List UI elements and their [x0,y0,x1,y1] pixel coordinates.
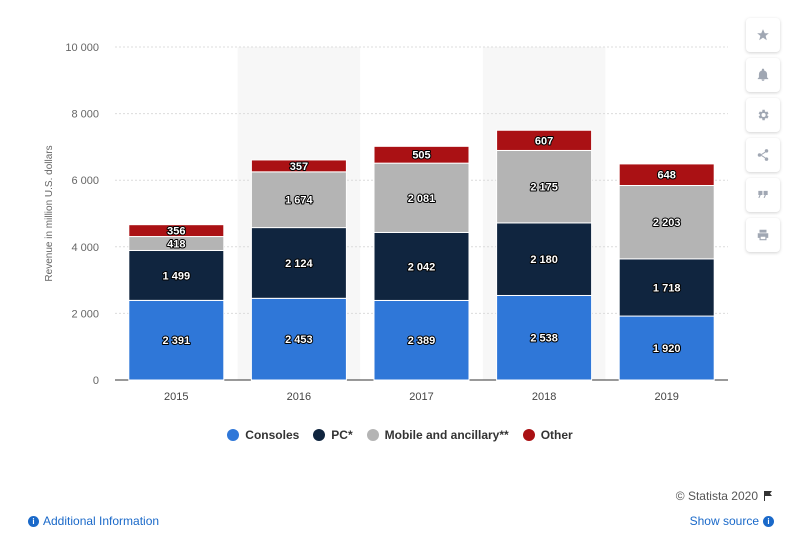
share-button[interactable] [746,138,780,172]
flag-icon [764,491,772,501]
data-label: 418 [167,239,185,251]
data-label: 1 499 [163,270,191,282]
additional-information-link[interactable]: i Additional Information [28,514,159,528]
y-tick-label: 8 000 [71,109,99,121]
favorite-button[interactable] [746,18,780,52]
bar-segment[interactable] [618,163,715,186]
y-tick-label: 2 000 [71,308,99,320]
bar-segment[interactable] [250,297,347,381]
x-tick-label: 2015 [164,391,188,403]
legend-dot-pc [313,429,326,441]
info-icon: i [28,515,39,527]
additional-information-label: Additional Information [43,514,160,528]
x-tick-label: 2017 [409,391,433,403]
share-icon [757,149,769,161]
data-label: 2 180 [530,254,558,266]
bar-segment[interactable] [373,231,470,301]
bar-segment[interactable] [373,162,470,233]
legend-label-mobile: Mobile and ancillary** [384,428,509,442]
data-label: 357 [290,161,308,173]
legend-dot-other [522,429,535,441]
y-tick-label: 0 [93,375,99,387]
data-label: 505 [412,150,430,162]
data-label: 2 042 [408,261,436,273]
x-tick-label: 2018 [532,391,556,403]
data-label: 1 920 [653,343,681,355]
legend-item-other[interactable]: Other [522,428,573,442]
stacked-bar-chart: 0 2 000 4 000 6 000 8 000 10 000 Revenue in mi… [44,42,728,403]
bar-segment[interactable] [128,249,225,301]
data-label: 2 538 [530,333,558,345]
bar-segment[interactable] [496,294,593,381]
data-label: 2 124 [285,258,313,270]
y-tick-label: 4 000 [71,242,99,254]
legend-item-pc[interactable]: PC* [313,428,353,442]
data-label: 2 389 [408,335,436,347]
y-tick-label: 10 000 [65,42,99,54]
data-label: 2 081 [408,193,436,205]
chart-legend: Consoles PC* Mobile and ancillary** Othe… [0,428,800,442]
cite-button[interactable] [746,178,780,212]
quote-icon [758,190,768,198]
data-label: 2 391 [163,335,191,347]
data-label: 648 [658,170,676,182]
data-label: 1 674 [285,195,313,207]
credit-text: © Statista 2020 [675,489,758,503]
data-label: 2 203 [653,217,681,229]
notification-button[interactable] [746,58,780,92]
bar-segment[interactable] [496,222,593,296]
gear-icon [758,109,769,121]
bar-segment[interactable] [618,258,715,317]
bar-segment[interactable] [128,224,225,238]
x-tick-label: 2016 [287,391,311,403]
data-label: 607 [535,135,553,147]
y-tick-label: 6 000 [71,175,99,187]
legend-dot-consoles [227,429,240,441]
legend-item-consoles[interactable]: Consoles [227,428,299,442]
bar-segment[interactable] [250,227,347,299]
bar-segment[interactable] [128,299,225,381]
bell-icon [757,68,769,81]
x-tick-label: 2019 [654,391,678,403]
legend-item-mobile[interactable]: Mobile and ancillary** [366,428,509,442]
data-label: 1 718 [653,282,681,294]
bar-segment[interactable] [250,171,347,229]
show-source-link[interactable]: Show source i [690,514,774,528]
y-axis-label: Revenue in million U.S. dollars [44,145,55,281]
data-label: 2 175 [530,182,558,194]
info-icon: i [763,515,774,527]
legend-dot-mobile [366,429,379,441]
show-source-label: Show source [689,514,759,528]
settings-button[interactable] [746,98,780,132]
data-label: 2 453 [285,334,313,346]
bar-segment[interactable] [373,145,470,164]
legend-label-consoles: Consoles [245,428,300,442]
statista-credit: © Statista 2020 [676,489,774,503]
bar-segment[interactable] [618,315,715,381]
bar-segment[interactable] [496,129,593,151]
star-icon [757,29,769,41]
bar-segment[interactable] [250,159,347,173]
side-toolbar [746,18,782,252]
print-icon [757,229,769,241]
bar-segment[interactable] [496,149,593,224]
bar-segment[interactable] [618,184,715,260]
data-label: 356 [167,226,185,238]
print-button[interactable] [746,218,780,252]
legend-label-other: Other [540,428,573,442]
legend-label-pc: PC* [331,428,353,442]
